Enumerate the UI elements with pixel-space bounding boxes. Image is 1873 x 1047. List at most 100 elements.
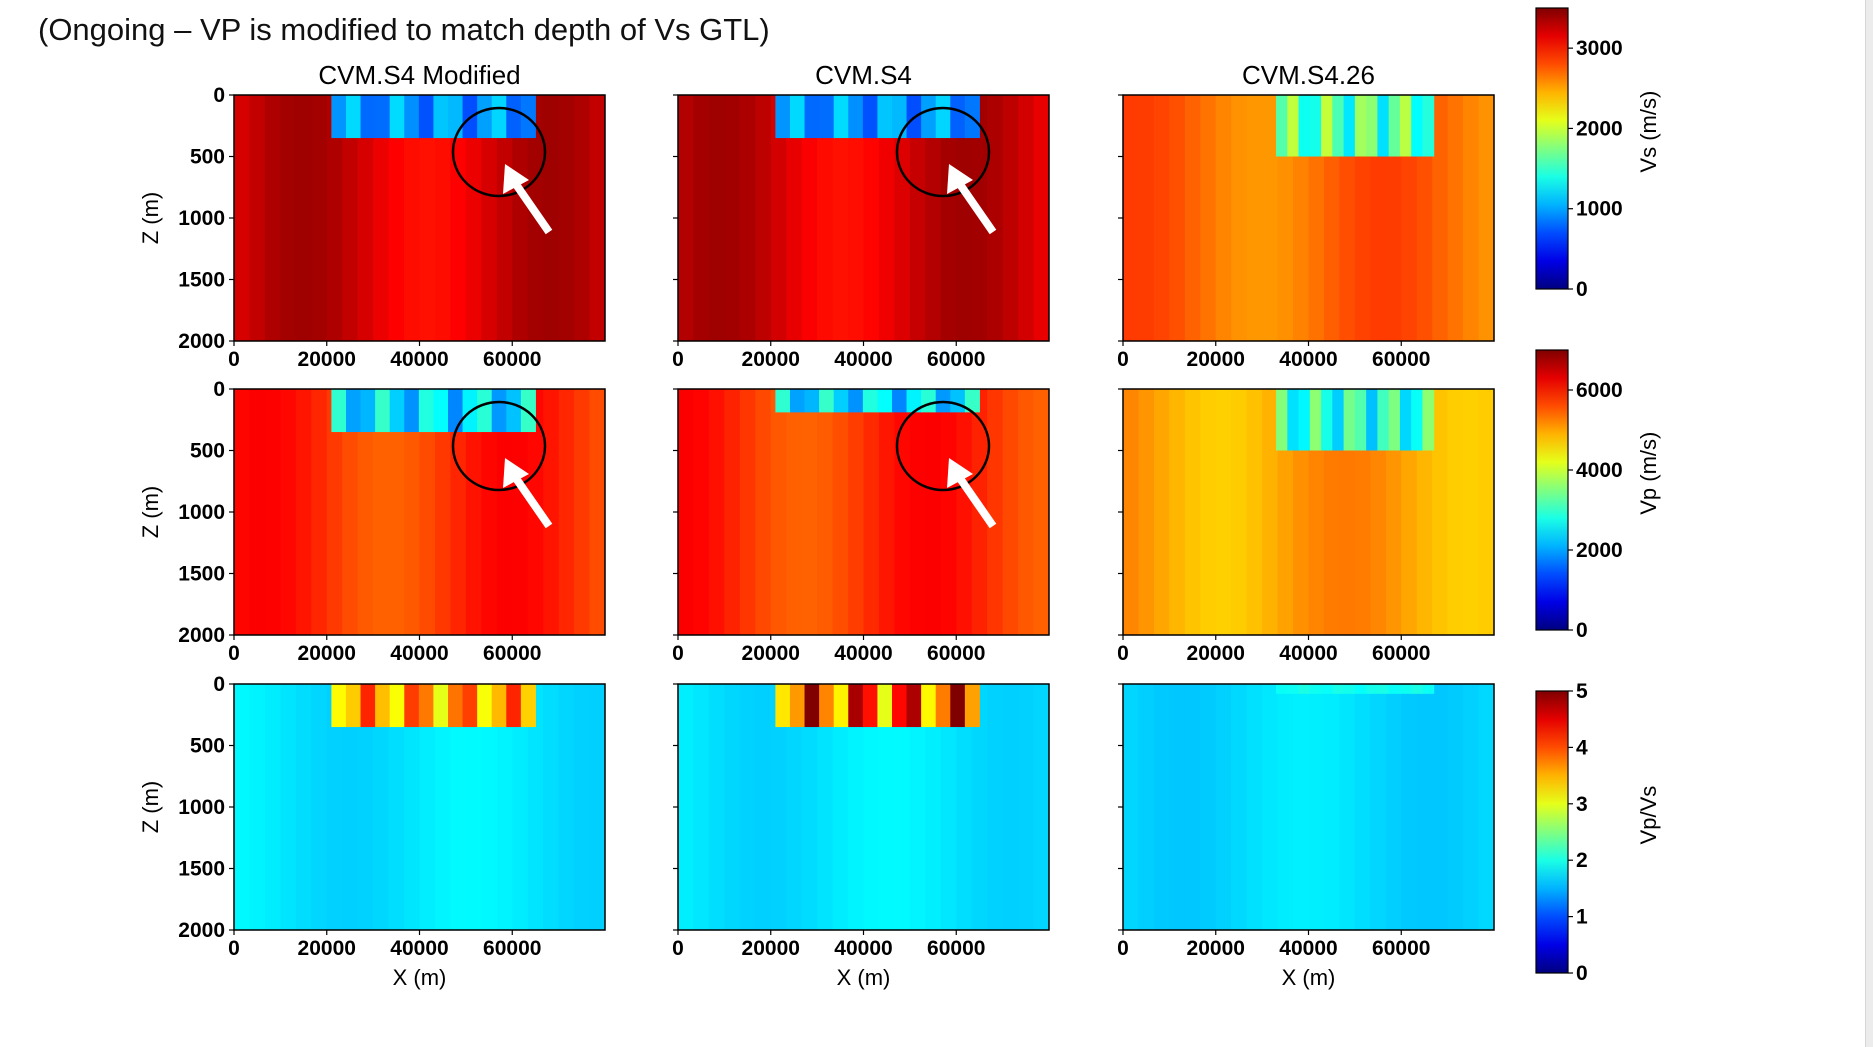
heatmap-background-cell	[1018, 389, 1035, 635]
heatmap-background-cell	[496, 95, 514, 341]
heatmap-background-cell	[940, 95, 958, 341]
heatmap-background-cell	[280, 95, 297, 341]
heatmap-background-cell	[925, 684, 942, 930]
x-tick-label: 60000	[927, 348, 985, 371]
heatmap-background-cell	[1231, 684, 1248, 930]
shallow-layer-cell	[775, 95, 791, 139]
heatmap-background-cell	[1385, 684, 1403, 930]
shallow-layer-cell	[848, 684, 864, 728]
column-title: CVM.S4	[815, 60, 912, 90]
heatmap-background-cell	[678, 389, 695, 635]
shallow-layer-cell	[950, 389, 966, 413]
shallow-layer-cell	[404, 95, 420, 139]
heatmap-background-cell	[1370, 684, 1387, 930]
heatmap-background-cell	[1478, 389, 1494, 635]
heatmap-background-cell	[940, 389, 958, 635]
shallow-layer-cell	[1309, 684, 1322, 694]
panel-1-1: 0 20000 40000 60000	[672, 388, 1050, 665]
heatmap-background-cell	[1123, 95, 1140, 341]
x-tick-label: 40000	[834, 937, 892, 960]
shallow-layer-cell	[447, 95, 464, 139]
heatmap-background-cell	[558, 95, 576, 341]
heatmap-background-cell	[1018, 95, 1035, 341]
z-tick-label: 1500	[178, 269, 225, 292]
heatmap-background-cell	[739, 684, 757, 930]
heatmap-background-cell	[909, 684, 927, 930]
heatmap-background-cell	[373, 389, 390, 635]
shallow-layer-cell	[1321, 684, 1333, 694]
heatmap-background-cell	[496, 684, 514, 930]
colorbar-tick-label: 0	[1576, 619, 1588, 642]
heatmap-background-cell	[404, 684, 421, 930]
heatmap-background-cell	[388, 389, 406, 635]
heatmap-background-cell	[280, 389, 297, 635]
shallow-layer-cell	[862, 389, 878, 413]
heatmap-background-cell	[1123, 389, 1140, 635]
heatmap-background-cell	[264, 684, 282, 930]
x-tick-label: 40000	[390, 642, 448, 665]
shallow-layer-cell	[950, 684, 966, 728]
shallow-layer-cell	[906, 684, 922, 728]
heatmap-background-cell	[1033, 95, 1049, 341]
column-title: CVM.S4.26	[1242, 60, 1375, 90]
heatmap-background-cell	[786, 95, 803, 341]
shallow-layer-cell	[1377, 684, 1390, 694]
heatmap-background-cell	[450, 389, 467, 635]
heatmap-background-cell	[1262, 95, 1279, 341]
x-tick-label: 0	[1117, 348, 1129, 371]
heatmap-background-cell	[373, 95, 390, 341]
shallow-layer-cell	[345, 684, 362, 728]
heatmap-background-cell	[434, 684, 452, 930]
heatmap-background-cell	[848, 389, 865, 635]
annotation-arrow-head	[947, 164, 973, 194]
heatmap-background-cell	[1246, 389, 1264, 635]
heatmap-background-cell	[755, 95, 772, 341]
x-tick-label: 20000	[298, 348, 356, 371]
heatmap-background-cell	[264, 95, 282, 341]
heatmap-background-cell	[1033, 389, 1049, 635]
heatmap-background-cell	[848, 684, 865, 930]
heatmap-background-cell	[739, 389, 757, 635]
shallow-layer-cell	[833, 389, 849, 413]
heatmap-background-cell	[878, 389, 896, 635]
heatmap-background-cell	[817, 95, 834, 341]
x-tick-label: 20000	[742, 348, 800, 371]
shallow-layer-cell	[477, 95, 493, 139]
shallow-layer-cell	[906, 389, 922, 413]
heatmap-background-cell	[1231, 95, 1248, 341]
colorbar-tick-label: 2	[1576, 849, 1588, 872]
shallow-layer-cell	[375, 95, 391, 139]
heatmap-background-cell	[326, 684, 344, 930]
heatmap-background-cell	[708, 95, 726, 341]
shallow-layer-cell	[921, 684, 937, 728]
annotation-arrow-shaft	[953, 177, 997, 235]
heatmap-background-cell	[249, 684, 266, 930]
shallow-layer-cell	[862, 684, 878, 728]
heatmap-background-cell	[234, 389, 251, 635]
heatmap-background-cell	[512, 684, 529, 930]
shallow-layer-cell	[404, 389, 420, 433]
heatmap-background-cell	[404, 389, 421, 635]
heatmap-background-cell	[574, 389, 591, 635]
shallow-layer-cell	[775, 684, 791, 728]
heatmap-background-cell	[1200, 684, 1217, 930]
heatmap-background-cell	[1184, 389, 1202, 635]
heatmap-background-cell	[1002, 389, 1020, 635]
shallow-layer-cell	[462, 684, 478, 728]
shallow-layer-cell	[1309, 389, 1322, 451]
annotation-arrow-head	[503, 164, 529, 194]
heatmap-background-cell	[1416, 684, 1434, 930]
shallow-layer-cell	[491, 389, 507, 433]
heatmap-background-cell	[357, 95, 375, 341]
heatmap-background-cell	[295, 389, 313, 635]
heatmap-background-cell	[678, 684, 695, 930]
shallow-layer-cell	[360, 389, 376, 433]
shallow-layer-cell	[389, 389, 405, 433]
annotation-arrow-head	[947, 458, 973, 488]
x-tick-label: 0	[672, 348, 684, 371]
heatmap-background-cell	[357, 389, 375, 635]
heatmap-background-cell	[543, 389, 560, 635]
z-tick-label: 500	[190, 146, 225, 169]
panel-0-1: 0 20000 40000 60000	[672, 94, 1050, 371]
